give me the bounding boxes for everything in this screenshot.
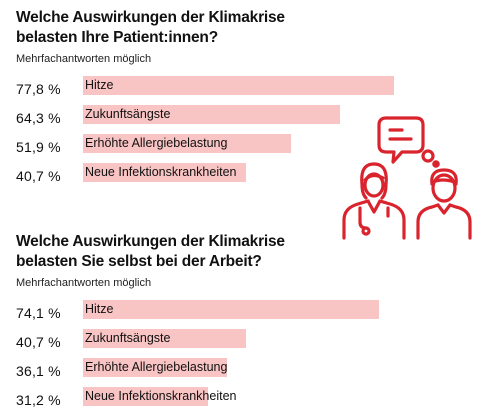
- speech-bubble-icon: [377, 116, 425, 164]
- category-label: Neue Infektionskrankheiten: [85, 165, 237, 179]
- chart-subtitle: Mehrfachantworten möglich: [16, 277, 152, 289]
- bar-row: 74,1 % Hitze: [16, 299, 496, 328]
- data-label: 40,7 %: [16, 334, 61, 350]
- chart-title: Welche Auswirkungen der Klimakrise belas…: [16, 233, 285, 270]
- category-label: Hitze: [85, 78, 114, 92]
- data-label: 36,1 %: [16, 363, 61, 379]
- data-label: 77,8 %: [16, 81, 61, 97]
- data-label: 51,9 %: [16, 139, 61, 155]
- doctor-patient-speech-bubble-icon: [342, 116, 472, 240]
- chart-subtitle: Mehrfachantworten möglich: [16, 53, 152, 65]
- bar: [83, 163, 246, 182]
- chart-self: Welche Auswirkungen der Klimakrise belas…: [16, 232, 496, 415]
- data-label: 74,1 %: [16, 305, 61, 321]
- category-label: Hitze: [85, 302, 114, 316]
- category-label: Zukunftsängste: [85, 331, 171, 345]
- data-label: 64,3 %: [16, 110, 61, 126]
- bar: [83, 329, 246, 348]
- bar-row: 36,1 % Erhöhte Allergiebelastung: [16, 357, 496, 386]
- bar: [83, 76, 395, 95]
- bar-row: 64,3 % Zukunftsängste: [16, 104, 496, 133]
- bar-row: 40,7 % Zukunftsängste: [16, 328, 496, 357]
- category-label: Zukunftsängste: [85, 107, 171, 121]
- chart-patients: Welche Auswirkungen der Klimakrise belas…: [16, 8, 496, 191]
- bar-row: 77,8 % Hitze: [16, 75, 496, 104]
- bar-rows: 77,8 % Hitze 64,3 % Zukunftsängste 51,9 % Erh…: [16, 75, 496, 191]
- category-label: Erhöhte Allergiebelastung: [85, 360, 228, 374]
- bar: [83, 300, 380, 319]
- bar-row: 40,7 % Neue Infektionskrankheiten: [16, 162, 496, 191]
- doctor-icon: [342, 162, 406, 240]
- category-label: Erhöhte Allergiebelastung: [85, 136, 228, 150]
- chart-title: Welche Auswirkungen der Klimakrise belas…: [16, 9, 285, 46]
- bar: [83, 105, 341, 124]
- category-label: Neue Infektionskrankheiten: [85, 389, 237, 403]
- patient-icon: [416, 168, 472, 240]
- chat-dots-icon: [421, 149, 440, 168]
- data-label: 31,2 %: [16, 392, 61, 408]
- bar-row: 51,9 % Erhöhte Allergiebelastung: [16, 133, 496, 162]
- bar: [83, 134, 291, 153]
- data-label: 40,7 %: [16, 168, 61, 184]
- bar: [83, 358, 228, 377]
- bar-row: 31,2 % Neue Infektionskrankheiten: [16, 386, 496, 415]
- bar-rows: 74,1 % Hitze 40,7 % Zukunftsängste 36,1 % Erh…: [16, 299, 496, 415]
- bar: [83, 387, 208, 406]
